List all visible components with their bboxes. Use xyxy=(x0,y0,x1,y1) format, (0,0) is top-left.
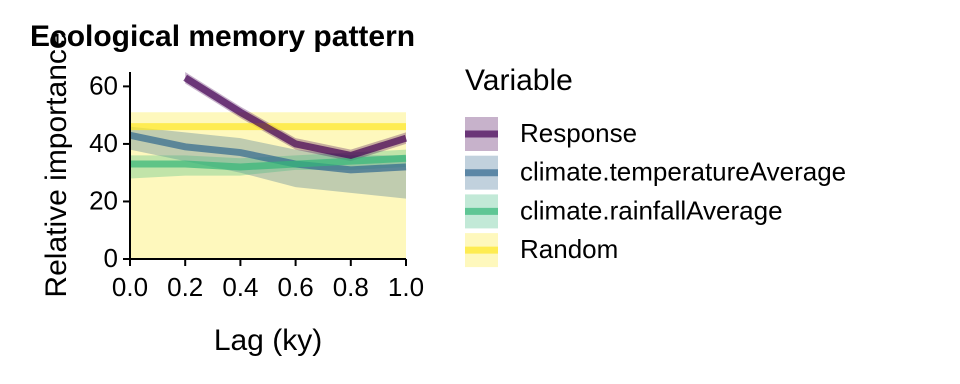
x-tick-label: 0.4 xyxy=(222,272,258,302)
series-line xyxy=(183,74,407,160)
x-tick-label: 0.0 xyxy=(112,272,148,302)
y-tick-label: 60 xyxy=(89,70,118,100)
plot-area xyxy=(130,72,407,260)
legend: Response climate.temperatureAverage climat… xyxy=(465,117,846,268)
axes: 0 20 40 60 0.0 0.2 0.4 0.6 0.8 1.0 xyxy=(89,70,424,302)
legend-title: Variable xyxy=(465,64,573,97)
x-tick-label: 1.0 xyxy=(388,272,424,302)
y-tick-label: 0 xyxy=(104,243,118,273)
series-line xyxy=(130,154,407,171)
chart-title: Ecological memory pattern xyxy=(30,20,415,53)
x-tick-label: 0.2 xyxy=(167,272,203,302)
y-tick-label: 20 xyxy=(89,185,118,215)
x-tick-label: 0.6 xyxy=(278,272,314,302)
x-tick-label: 0.8 xyxy=(333,272,369,302)
y-tick-label: 40 xyxy=(89,128,118,158)
legend-label: climate.temperatureAverage xyxy=(520,157,846,187)
legend-label: Response xyxy=(520,118,637,148)
series-line xyxy=(130,131,407,174)
x-axis-label: Lag (ky) xyxy=(214,324,322,357)
legend-label: Random xyxy=(520,234,618,264)
y-axis-label: Relative importance xyxy=(40,32,73,297)
legend-label: climate.rainfallAverage xyxy=(520,195,783,225)
